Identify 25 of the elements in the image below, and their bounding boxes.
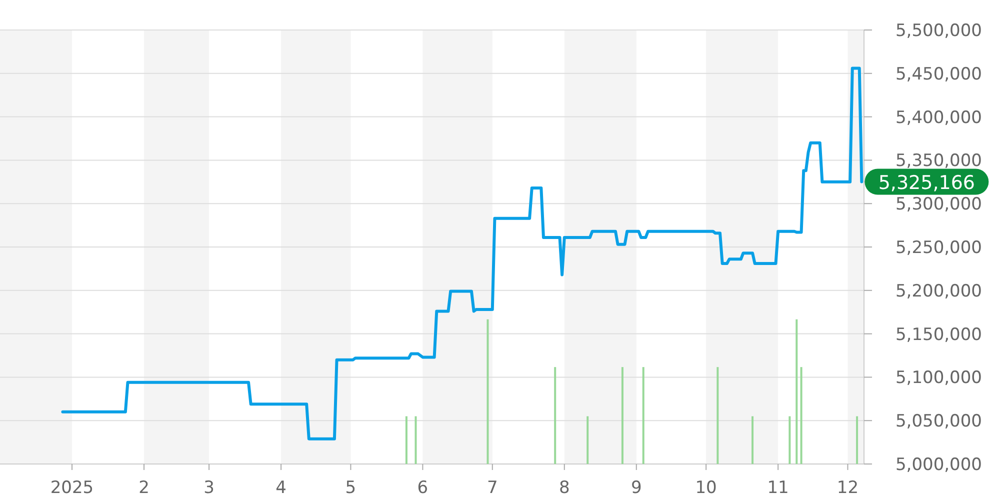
x-tick-label: 11 xyxy=(767,478,789,498)
x-tick-label: 5 xyxy=(345,478,356,498)
x-tick-label: 12 xyxy=(836,478,859,498)
line-series xyxy=(61,66,864,440)
y-tick-label: 5,200,000 xyxy=(895,281,982,302)
x-tick-label: 7 xyxy=(486,478,498,498)
y-tick-label: 5,350,000 xyxy=(895,151,982,172)
x-tick-label: 6 xyxy=(417,478,428,498)
y-tick-label: 5,500,000 xyxy=(895,21,982,41)
x-tick-label: 8 xyxy=(558,478,570,498)
y-tick-label: 5,300,000 xyxy=(895,194,982,215)
annotation: 5,325,166 xyxy=(878,172,976,194)
x-tick-label: 3 xyxy=(204,478,214,498)
y-tick-label: 5,450,000 xyxy=(895,64,982,84)
x-tick-label: 10 xyxy=(695,478,717,498)
y-tick-label: 5,050,000 xyxy=(895,412,982,432)
y-tick-label: 5,150,000 xyxy=(895,324,982,345)
y-tick-label: 5,000,000 xyxy=(895,455,982,475)
x-tick-label: 4 xyxy=(276,478,286,498)
y-tick-label: 5,100,000 xyxy=(895,368,982,388)
y-tick-label: 5,250,000 xyxy=(895,238,982,258)
x-tick-label: 9 xyxy=(630,478,642,498)
x-tick-label: 2 xyxy=(138,478,150,498)
y-tick-label: 5,400,000 xyxy=(895,108,982,128)
x-tick-label: 2025 xyxy=(50,478,94,498)
